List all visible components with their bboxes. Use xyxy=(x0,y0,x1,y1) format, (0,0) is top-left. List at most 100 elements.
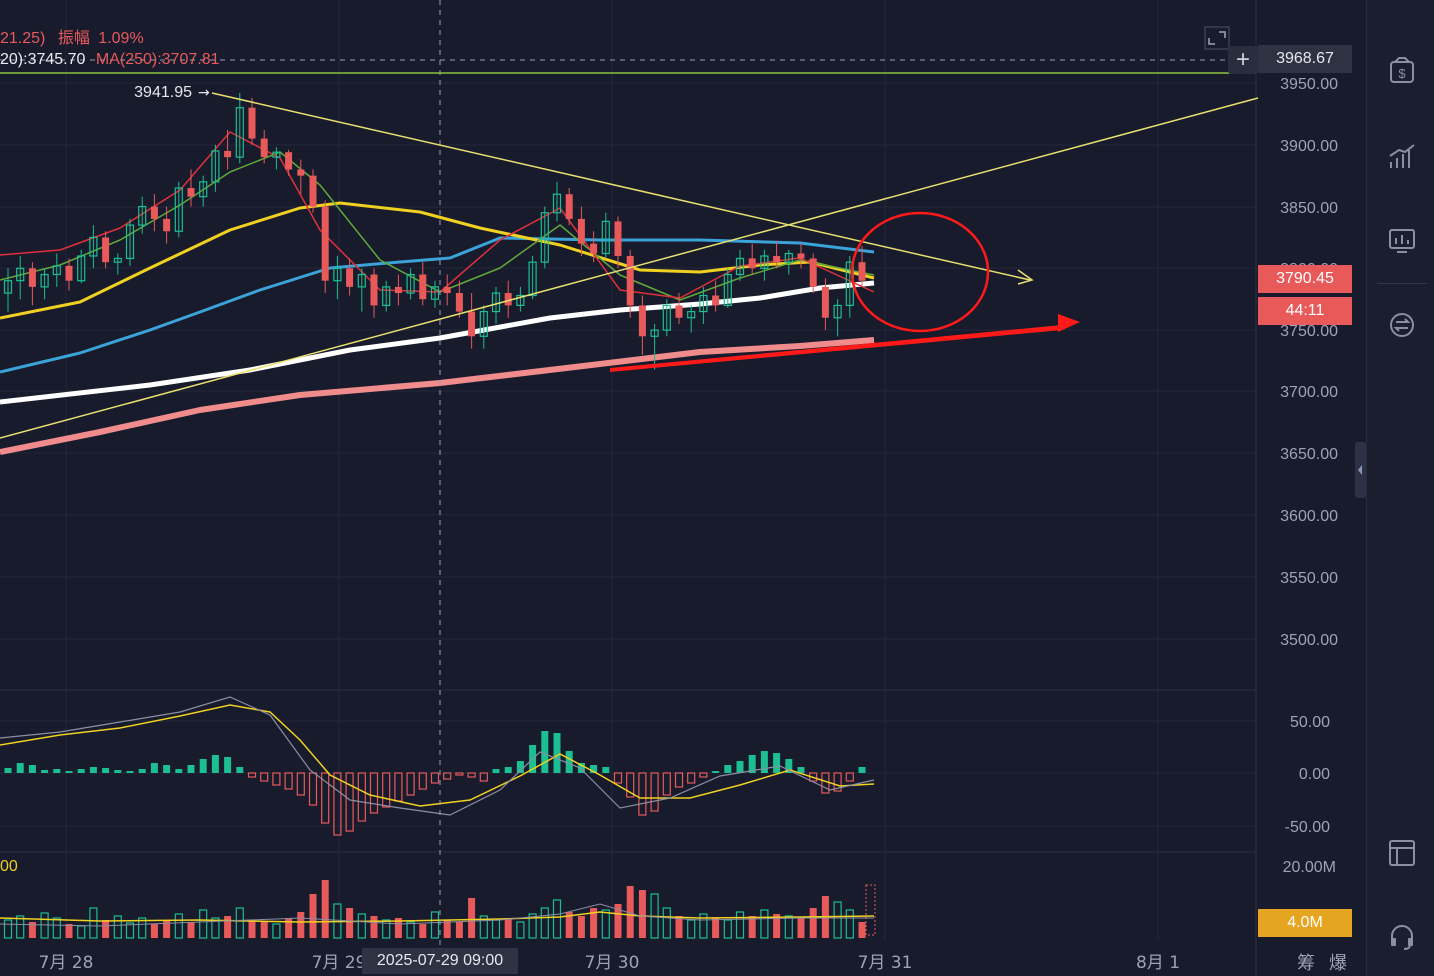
volume-bar xyxy=(468,898,476,938)
ma120-line xyxy=(0,280,875,405)
candle-body xyxy=(333,267,342,282)
volume-bar xyxy=(3,919,13,939)
volume-bar xyxy=(443,920,451,938)
time-axis-label: 7月 30 xyxy=(585,953,640,973)
candle-body xyxy=(272,151,281,158)
volume-bar xyxy=(382,919,391,939)
volume-bar xyxy=(723,919,732,939)
macd-bar xyxy=(455,772,464,776)
macd-bar xyxy=(211,755,219,773)
price-tick-label: 3900.00 xyxy=(1280,138,1338,155)
candle-body xyxy=(150,206,158,219)
crosshair-price-tag: 3968.67 xyxy=(1258,45,1352,73)
volume-bar xyxy=(138,917,147,939)
price-change: 21.25) xyxy=(0,30,46,47)
crosshair-date-tag: 2025-07-29 09:00 xyxy=(362,948,518,974)
ma120-readout: 20):3745.70 xyxy=(0,51,86,68)
macd-bar xyxy=(247,772,257,778)
candle-body xyxy=(309,175,317,207)
candle-countdown-tag: 44:11 xyxy=(1258,297,1352,325)
macd-bar xyxy=(748,755,756,773)
toolbar-divider xyxy=(1377,283,1427,284)
fullscreen-icon[interactable] xyxy=(1204,26,1230,50)
candle-body xyxy=(468,311,476,337)
volume-bar xyxy=(552,899,562,939)
candle-body xyxy=(858,262,866,281)
time-axis-label: 8月 1 xyxy=(1136,953,1180,973)
chart-area[interactable]: 3941.95→ 3950.003900.003850.003800.00375… xyxy=(0,0,1356,976)
headset-icon[interactable] xyxy=(1387,922,1417,952)
volume-bar xyxy=(528,913,537,939)
volume-bar xyxy=(89,907,98,939)
macd-bar xyxy=(613,772,623,784)
macd-bar xyxy=(163,765,171,773)
price-tick-label: 3700.00 xyxy=(1280,384,1338,401)
candle-body xyxy=(760,255,769,269)
candle-body xyxy=(540,212,549,263)
candle-body xyxy=(565,194,573,219)
candle-body xyxy=(199,181,208,198)
macd-bar xyxy=(626,772,635,798)
axis-labels: 3950.003900.003850.003800.003750.003700.… xyxy=(0,76,1347,974)
candle-body xyxy=(797,253,805,259)
candle-body xyxy=(809,258,817,287)
indicator-panel-icon[interactable] xyxy=(1387,226,1417,256)
volume-bar xyxy=(65,924,73,938)
candle-body xyxy=(65,265,73,281)
candle-body xyxy=(687,310,696,319)
volume-bar xyxy=(675,916,683,938)
dollar-icon[interactable]: $ xyxy=(1387,56,1417,86)
macd-bar xyxy=(28,765,36,773)
bar-chart-icon[interactable] xyxy=(1387,142,1417,172)
macd-bar xyxy=(77,769,85,773)
volume-bar xyxy=(260,922,268,938)
macd-bar xyxy=(199,759,207,773)
macd-bar xyxy=(650,772,659,812)
macd-bar xyxy=(565,751,573,773)
macd-bar xyxy=(41,770,49,773)
candle-body xyxy=(662,304,671,331)
volume-bar xyxy=(163,920,171,938)
volume-bar xyxy=(809,908,817,938)
volume-bar xyxy=(235,907,244,939)
svg-text:$: $ xyxy=(1398,66,1406,81)
add-price-alert-button[interactable]: + xyxy=(1228,46,1258,74)
macd-bar xyxy=(236,767,244,773)
candle-body xyxy=(614,221,622,256)
macd-bar xyxy=(126,771,134,773)
macd-bar xyxy=(553,733,561,773)
candle-body xyxy=(650,329,659,337)
macd-dif-line xyxy=(0,696,875,816)
layout-icon[interactable] xyxy=(1387,838,1417,868)
volume-bar xyxy=(565,912,573,938)
candle-body xyxy=(773,255,781,263)
candle-body xyxy=(28,268,36,287)
candle-body xyxy=(138,205,147,226)
candle-body xyxy=(577,218,585,244)
volume-bar xyxy=(394,918,402,938)
candle-body xyxy=(419,274,427,300)
candle-body xyxy=(430,286,440,300)
macd-bar xyxy=(150,763,158,773)
volume-bar xyxy=(370,916,378,938)
macd-bar xyxy=(321,772,330,824)
candlestick-series[interactable] xyxy=(0,0,1356,976)
swap-icon[interactable] xyxy=(1387,310,1417,340)
macd-bar xyxy=(284,772,293,790)
volume-bar xyxy=(577,916,585,938)
sidebar-collapse-handle[interactable] xyxy=(1355,442,1366,498)
macd-tick-label: 0.00 xyxy=(1299,766,1330,783)
candle-body xyxy=(77,255,86,282)
volume-bar xyxy=(321,880,329,938)
macd-bar xyxy=(797,767,805,773)
volume-bar xyxy=(712,918,720,938)
macd-bar xyxy=(492,769,500,773)
current-volume-tag: 4.0M xyxy=(1258,909,1352,937)
volume-bar xyxy=(346,908,354,938)
candle-body xyxy=(712,295,720,306)
descending-trendline xyxy=(211,92,1031,281)
macd-bar xyxy=(260,772,269,782)
trendline-arrowhead xyxy=(1017,269,1034,285)
macd-bar xyxy=(102,768,110,773)
high-marker-arrow: → xyxy=(198,85,210,101)
